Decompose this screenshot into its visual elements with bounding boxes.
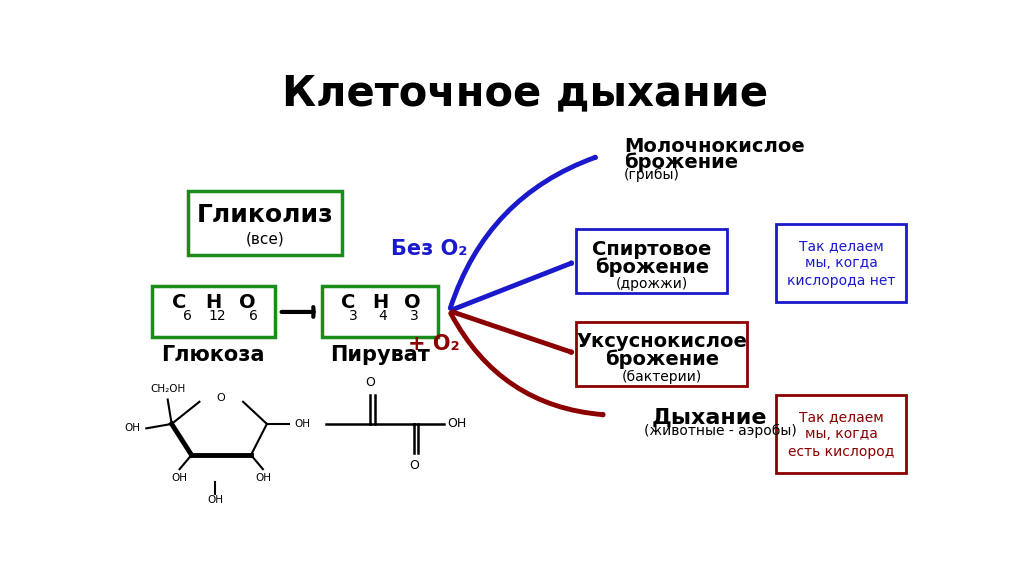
- Text: мы, когда: мы, когда: [805, 427, 878, 441]
- Text: O: O: [409, 458, 419, 472]
- Text: 3: 3: [411, 309, 419, 323]
- Text: О: О: [240, 293, 256, 312]
- FancyBboxPatch shape: [187, 191, 342, 255]
- Text: O: O: [366, 376, 375, 389]
- Text: (все): (все): [246, 232, 285, 247]
- Text: O: O: [217, 393, 225, 403]
- Text: (животные - аэробы): (животные - аэробы): [644, 423, 797, 438]
- FancyBboxPatch shape: [577, 322, 746, 386]
- Text: брожение: брожение: [595, 257, 709, 277]
- FancyBboxPatch shape: [577, 229, 727, 293]
- FancyArrowPatch shape: [451, 313, 603, 415]
- Text: 4: 4: [378, 309, 387, 323]
- Text: С: С: [172, 293, 186, 312]
- Text: Так делаем: Так делаем: [799, 239, 884, 253]
- Text: Без О₂: Без О₂: [391, 238, 468, 259]
- Text: мы, когда: мы, когда: [805, 256, 878, 270]
- Text: CH₂OH: CH₂OH: [151, 384, 185, 394]
- Text: Н: Н: [205, 293, 221, 312]
- FancyBboxPatch shape: [323, 286, 437, 338]
- Text: Глюкоза: Глюкоза: [162, 345, 265, 365]
- Text: Н: Н: [372, 293, 388, 312]
- Text: (бактерии): (бактерии): [622, 370, 701, 384]
- Text: 3: 3: [349, 309, 357, 323]
- FancyBboxPatch shape: [776, 225, 905, 302]
- Text: (дрожжи): (дрожжи): [615, 277, 688, 291]
- FancyArrowPatch shape: [452, 263, 571, 310]
- Text: 6: 6: [250, 309, 258, 323]
- Text: OH: OH: [172, 473, 187, 483]
- Text: Гликолиз: Гликолиз: [197, 203, 333, 227]
- Text: Пируват: Пируват: [330, 345, 430, 365]
- Text: Молочнокислое: Молочнокислое: [624, 137, 805, 156]
- Text: Так делаем: Так делаем: [799, 410, 884, 424]
- Text: 6: 6: [183, 309, 191, 323]
- FancyArrowPatch shape: [452, 312, 571, 353]
- Text: кислорода нет: кислорода нет: [786, 274, 895, 288]
- Text: (грибы): (грибы): [624, 168, 680, 181]
- FancyBboxPatch shape: [776, 395, 905, 473]
- Text: есть кислород: есть кислород: [787, 445, 894, 458]
- Text: 12: 12: [208, 309, 226, 323]
- Text: Дыхание: Дыхание: [652, 407, 767, 427]
- Text: С: С: [341, 293, 355, 312]
- FancyArrowPatch shape: [451, 157, 595, 308]
- Text: OH: OH: [447, 418, 466, 430]
- Text: + О₂: + О₂: [408, 334, 460, 354]
- Text: Спиртовое: Спиртовое: [592, 240, 712, 259]
- Text: OH: OH: [124, 423, 140, 433]
- Text: брожение: брожение: [624, 153, 738, 172]
- Text: Клеточное дыхание: Клеточное дыхание: [282, 73, 768, 115]
- Text: О: О: [403, 293, 421, 312]
- Text: Уксуснокислое: Уксуснокислое: [577, 332, 748, 351]
- FancyBboxPatch shape: [152, 286, 274, 338]
- Text: OH: OH: [295, 419, 310, 429]
- Text: OH: OH: [207, 495, 223, 505]
- Text: брожение: брожение: [604, 350, 719, 369]
- Text: OH: OH: [255, 473, 271, 483]
